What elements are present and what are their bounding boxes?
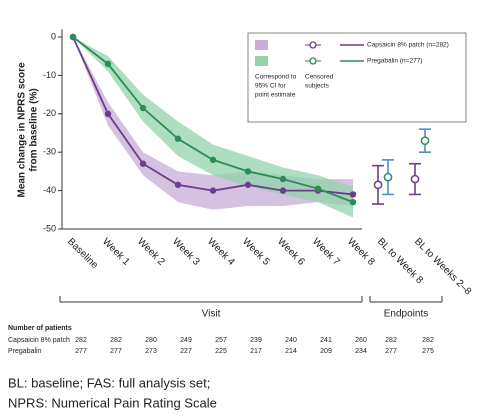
- table-cell: 234: [355, 348, 367, 355]
- table-cell: 239: [250, 337, 262, 344]
- y-axis-label: Mean change in NPRS score: [17, 62, 28, 197]
- x-tick-label: Week 7: [310, 236, 342, 268]
- legend-label: subjects: [305, 83, 330, 90]
- point: [349, 198, 357, 206]
- legend-label: Pregabalin (n=277): [367, 58, 422, 65]
- point: [279, 187, 287, 194]
- point: [69, 33, 77, 41]
- endpoint-point: [410, 174, 420, 184]
- x-tick-label: Week 2: [135, 236, 167, 268]
- table-title: Number of patients: [8, 325, 72, 332]
- table-cell: 227: [180, 348, 192, 355]
- table-cell: 282: [422, 337, 434, 344]
- point: [104, 60, 112, 68]
- point: [314, 185, 322, 192]
- table-cell: 275: [422, 348, 434, 355]
- table-cell: 282: [110, 337, 122, 344]
- x-tick-label: BL to Weeks 2–8: [412, 236, 474, 298]
- point: [244, 181, 252, 189]
- ci-band: [73, 37, 353, 218]
- legend-label: Correspond to: [255, 74, 297, 81]
- legend-band: [255, 40, 268, 50]
- table-cell: 277: [75, 348, 87, 355]
- footnote: BL: baseline; FAS: full analysis set;: [8, 375, 210, 390]
- x-tick-label: Week 3: [170, 236, 202, 268]
- point: [104, 110, 112, 118]
- footnote: NPRS: Numerical Pain Rating Scale: [8, 395, 217, 410]
- table-cell: 282: [75, 337, 87, 344]
- table-cell: 277: [110, 348, 122, 355]
- x-tick-label: Week 4: [205, 236, 237, 268]
- legend-censored: [309, 41, 317, 49]
- legend-label: 95% CI for: [255, 83, 287, 90]
- y-tick-label: -10: [43, 70, 56, 80]
- point: [244, 168, 252, 175]
- table-cell: 241: [320, 337, 332, 344]
- y-tick-label: -40: [43, 185, 56, 195]
- table-cell: 273: [145, 348, 157, 355]
- legend-label: Capsaicin 8% patch (n=282): [367, 42, 449, 49]
- x-tick-label: Week 8: [345, 236, 377, 268]
- legend-label: point estimate: [255, 92, 296, 99]
- endpoint-point: [373, 180, 383, 190]
- x-tick-label: Baseline: [65, 236, 100, 271]
- point: [139, 104, 147, 112]
- y-tick-label: -20: [43, 108, 56, 118]
- legend-censored: [309, 57, 317, 65]
- point: [174, 135, 182, 142]
- table-row-label: Pregabalin: [8, 348, 42, 355]
- x-tick-label: Week 1: [100, 236, 132, 268]
- group-label: Endpoints: [384, 309, 428, 320]
- legend-band: [255, 56, 268, 66]
- x-tick-label: Week 6: [275, 236, 307, 268]
- point: [349, 191, 357, 198]
- table-cell: 217: [250, 348, 262, 355]
- table-cell: 277: [385, 348, 397, 355]
- y-tick-label: -50: [43, 223, 56, 233]
- table-cell: 282: [385, 337, 397, 344]
- endpoint-point: [383, 172, 393, 182]
- y-tick-label: 0: [51, 31, 56, 41]
- table-cell: 280: [145, 337, 157, 344]
- table-cell: 209: [320, 348, 332, 355]
- point: [174, 181, 182, 189]
- x-tick-label: Week 5: [240, 236, 272, 268]
- endpoint-point: [420, 136, 430, 146]
- table-cell: 240: [285, 337, 297, 344]
- point: [139, 160, 147, 167]
- point: [209, 156, 217, 164]
- table-row-label: Capsaicin 8% patch: [8, 337, 70, 344]
- legend-box: [247, 32, 467, 123]
- table-cell: 260: [355, 337, 367, 344]
- point: [279, 175, 287, 183]
- group-label: Visit: [202, 309, 221, 320]
- legend-label: Censored: [305, 74, 334, 81]
- table-cell: 225: [215, 348, 227, 355]
- table-cell: 214: [285, 348, 297, 355]
- point: [209, 187, 217, 194]
- y-axis-label: from baseline (%): [29, 88, 40, 171]
- table-cell: 257: [215, 337, 227, 344]
- y-tick-label: -30: [43, 147, 56, 157]
- table-cell: 249: [180, 337, 192, 344]
